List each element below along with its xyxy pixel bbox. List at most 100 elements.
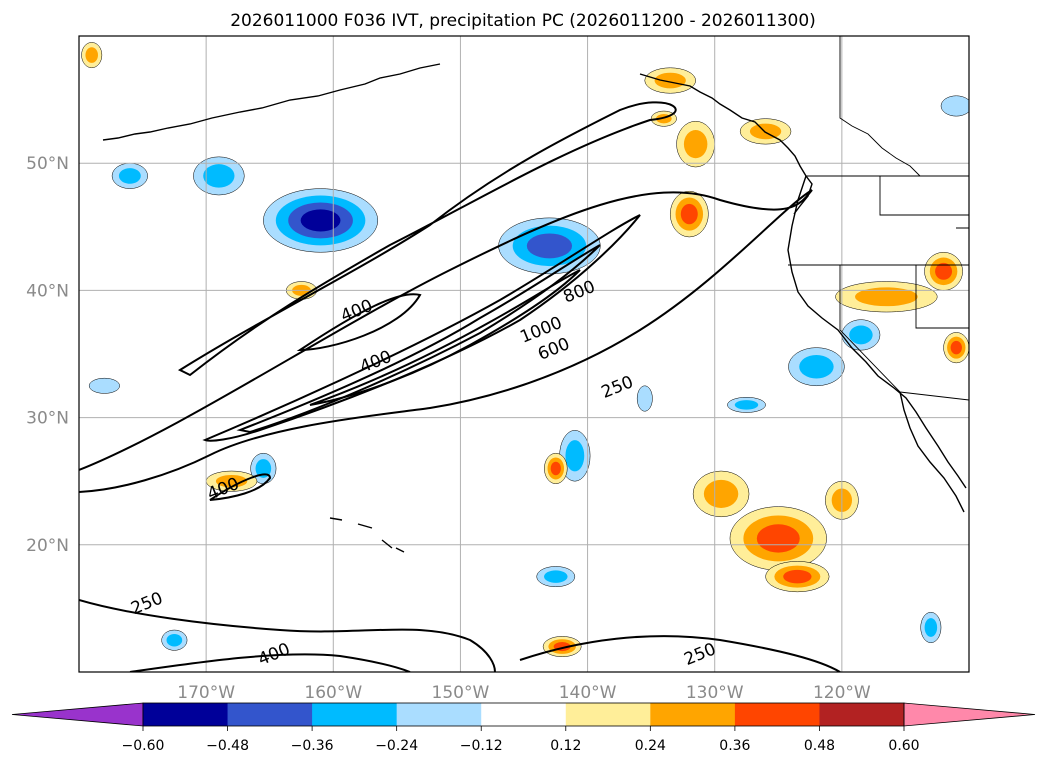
precip-level <box>950 340 962 355</box>
baja-california-coastline <box>899 391 965 513</box>
precip-blob <box>544 452 568 484</box>
precip-blob <box>765 561 830 593</box>
longitude-axis: 170°W 160°W 150°W 140°W 130°W 120°W <box>177 683 871 703</box>
precip-blob <box>920 611 942 643</box>
lon-tick-label: 140°W <box>559 683 617 703</box>
colorbar-segment <box>819 703 905 726</box>
lat-tick-label: 40°N <box>26 281 69 301</box>
colorbar-tick-label: −0.12 <box>460 738 503 754</box>
precip-level <box>526 233 573 259</box>
precip-blob <box>835 281 938 313</box>
ivt-contour-400-bottom <box>129 653 411 672</box>
precip-blob <box>940 95 969 117</box>
precip-level <box>636 385 653 412</box>
colorbar: −0.60 −0.48 −0.36 −0.24 −0.12 0.12 0.24 0.36 0.4… <box>11 702 1036 754</box>
precip-level <box>940 95 969 117</box>
colorbar-segment <box>227 703 313 726</box>
colorbar-tick-label: 0.36 <box>719 738 750 754</box>
gridlines <box>79 36 969 672</box>
colorbar-frame <box>142 702 905 727</box>
colorbar-segment <box>734 703 820 726</box>
state-borders <box>788 176 969 401</box>
colorbar-segment <box>565 703 651 726</box>
precip-blob <box>692 470 750 518</box>
ivt-contour-250-se <box>519 635 841 672</box>
precip-level <box>703 479 739 509</box>
colorbar-tick-label: 0.12 <box>550 738 581 754</box>
ivt-contour-600 <box>202 214 641 442</box>
precip-blob <box>263 188 379 253</box>
ivt-contour-400-inner <box>296 293 422 352</box>
precip-blob <box>636 385 653 412</box>
map-frame <box>78 35 970 673</box>
colorbar-tick-label: 0.48 <box>804 738 835 754</box>
lon-tick-label: 160°W <box>304 683 362 703</box>
precip-level <box>550 461 561 476</box>
colorbar-segment <box>143 703 229 726</box>
precip-blob <box>924 251 963 291</box>
precip-level <box>756 524 800 553</box>
precip-level <box>654 72 686 89</box>
precip-level <box>683 130 708 159</box>
colorbar-segment <box>312 703 398 726</box>
lat-tick-label: 30°N <box>26 409 69 429</box>
precip-blob <box>536 566 576 588</box>
colorbar-tick-label: −0.24 <box>375 738 418 754</box>
precip-level <box>166 633 183 647</box>
colorbar-tick-label: −0.60 <box>122 738 165 754</box>
precip-blob <box>727 396 766 413</box>
precip-blob <box>739 118 792 145</box>
precip-level <box>680 203 698 225</box>
colorbar-tick-label: −0.36 <box>291 738 334 754</box>
colorbar-segment <box>481 703 567 726</box>
ivt-contours <box>79 101 841 672</box>
latitude-axis: 20°N 30°N 40°N 50°N <box>26 154 69 556</box>
precip-level <box>203 164 235 188</box>
colorbar-tick-label: 0.24 <box>635 738 666 754</box>
precip-level <box>935 262 953 280</box>
ivt-contour-400-outer <box>177 101 677 377</box>
precip-blob <box>498 217 601 275</box>
precip-level <box>300 209 341 232</box>
precip-level <box>565 440 585 472</box>
precip-blob <box>205 470 258 492</box>
precip-level <box>255 459 272 478</box>
precip-blob <box>193 156 245 196</box>
colorbar-extend-low <box>11 702 144 727</box>
precip-level <box>855 287 918 307</box>
precip-blob <box>676 120 715 168</box>
lon-tick-label: 120°W <box>813 683 871 703</box>
precip-level <box>88 377 120 394</box>
precip-level <box>544 570 568 583</box>
precip-blob <box>644 67 696 94</box>
precip-blob <box>542 636 582 657</box>
precip-blob <box>669 190 709 238</box>
colorbar-segment <box>650 703 736 726</box>
precip-level <box>734 400 759 410</box>
precip-level <box>215 474 248 488</box>
precip-level <box>799 354 834 379</box>
chart-title: 2026011000 F036 IVT, precipitation PC (2… <box>230 11 816 31</box>
colorbar-tick-label: 0.60 <box>888 738 919 754</box>
ivt-contour-250-south <box>79 599 496 672</box>
hawaiian-islands <box>329 517 405 553</box>
alaska-canada-border <box>839 36 921 177</box>
alaska-coastline <box>639 73 813 215</box>
west-coast-coastline <box>787 175 967 489</box>
precip-level <box>85 47 98 63</box>
precip-blob <box>729 506 827 571</box>
precip-level <box>118 168 141 184</box>
aleutian-islands <box>102 63 441 141</box>
precip-blob <box>161 629 188 651</box>
ivt-contour-250 <box>79 189 813 493</box>
colorbar-segment <box>396 703 482 726</box>
political-borders <box>788 36 969 401</box>
lat-tick-label: 50°N <box>26 154 69 174</box>
lat-tick-label: 20°N <box>26 536 69 556</box>
precip-blob <box>111 162 148 189</box>
colorbar-extend-high <box>903 702 1036 727</box>
lon-tick-label: 150°W <box>432 683 490 703</box>
precip-level <box>783 569 812 584</box>
precip-blob <box>841 319 881 351</box>
